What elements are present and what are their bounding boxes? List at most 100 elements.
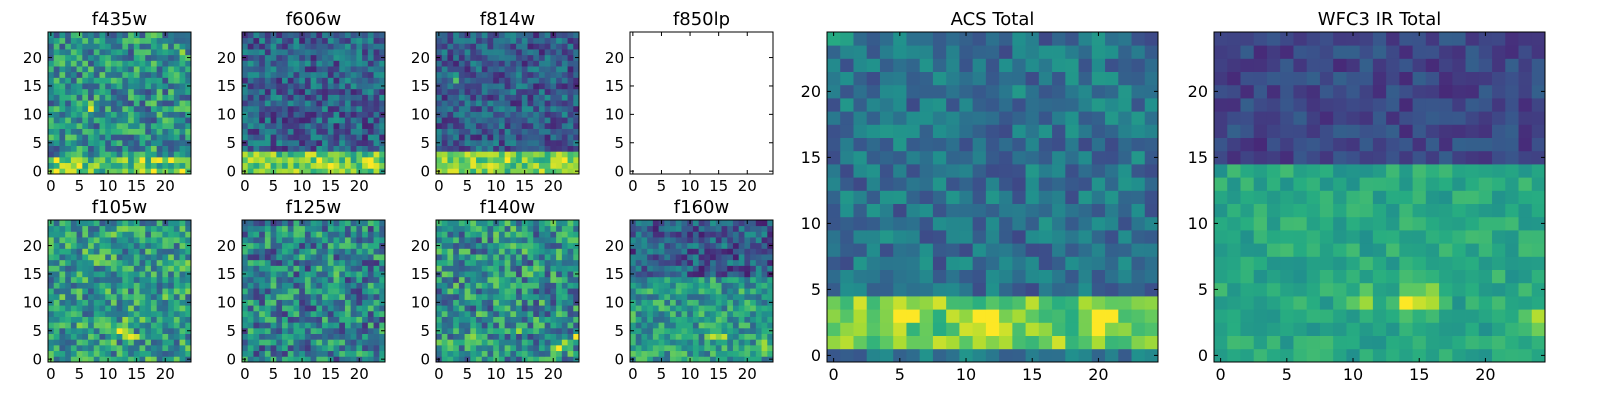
heatmap-cell (82, 231, 89, 238)
heatmap-cell (470, 276, 477, 283)
heatmap-cell (333, 43, 340, 50)
heatmap-cell (53, 248, 60, 255)
heatmap-cell (906, 216, 921, 231)
heatmap-cell (322, 71, 329, 78)
heatmap-cell (70, 310, 77, 317)
heatmap-cell (48, 322, 55, 329)
heatmap-cell (527, 100, 534, 107)
heatmap-cell (533, 71, 540, 78)
heatmap-cell (493, 83, 500, 90)
heatmap-cell (840, 203, 854, 218)
heatmap-cell (65, 293, 72, 300)
heatmap-cell (259, 288, 266, 295)
heatmap-cell (510, 339, 517, 346)
heatmap-cell (453, 248, 460, 255)
heatmap-cell (647, 271, 654, 278)
heatmap-cell (116, 117, 123, 124)
heatmap-cell (681, 333, 688, 340)
heatmap-cell (53, 43, 60, 50)
heatmap-cell (527, 151, 534, 158)
heatmap-cell (128, 242, 135, 249)
heatmap-cell (476, 322, 483, 329)
heatmap-cell (573, 316, 580, 323)
heatmap-cell (270, 225, 277, 232)
heatmap-cell (755, 305, 762, 312)
heatmap-cell (698, 356, 705, 363)
heatmap-cell (527, 66, 534, 73)
heatmap-cell (150, 276, 158, 283)
heatmap-cell (1091, 203, 1106, 218)
heatmap-cell (550, 327, 557, 334)
heatmap-cell (264, 259, 271, 266)
heatmap-cell (287, 231, 294, 238)
heatmap-cell (105, 43, 112, 50)
heatmap-cell (704, 259, 711, 266)
heatmap-cell (481, 71, 488, 78)
heatmap-cell (1012, 216, 1026, 231)
heatmap-cell (82, 128, 89, 135)
heatmap-cell (105, 111, 112, 118)
heatmap-cell (287, 344, 294, 352)
heatmap-cell (133, 322, 140, 329)
heatmap-cell (367, 327, 374, 334)
heatmap-cell (630, 344, 637, 352)
y-tick-label: 5 (614, 134, 624, 152)
heatmap-cell (544, 237, 551, 244)
heatmap-cell (573, 156, 580, 164)
heatmap-cell (516, 71, 523, 78)
x-tick-label: 15 (515, 177, 534, 195)
heatmap-cell (470, 322, 477, 329)
heatmap-cell (264, 310, 271, 317)
heatmap-cell (481, 66, 488, 73)
heatmap-cell (521, 77, 528, 84)
heatmap-cell (521, 271, 528, 278)
heatmap-cell (647, 333, 654, 340)
heatmap-cell (185, 231, 192, 238)
heatmap-cell (93, 168, 100, 175)
heatmap-cell (270, 145, 277, 152)
heatmap-cell (293, 134, 300, 141)
heatmap-cell (65, 60, 72, 67)
heatmap-cell (652, 225, 659, 232)
heatmap-cell (76, 100, 83, 107)
heatmap-cell (1052, 335, 1066, 350)
heatmap-cell (715, 344, 722, 352)
heatmap-cell (544, 77, 551, 84)
heatmap-cell (1025, 256, 1040, 270)
heatmap-cell (133, 271, 140, 278)
heatmap-cell (362, 282, 369, 289)
heatmap-cell (447, 32, 454, 39)
heatmap-cell (567, 293, 574, 300)
heatmap-cell (498, 293, 506, 300)
heatmap-cell (93, 105, 100, 112)
heatmap-cell (339, 327, 346, 334)
heatmap-cell (293, 299, 300, 306)
heatmap-cell (128, 231, 135, 238)
heatmap-cell (287, 316, 294, 323)
heatmap-cell (906, 348, 921, 363)
heatmap-cell (647, 322, 654, 329)
heatmap-cell (476, 71, 483, 78)
heatmap-cell (276, 168, 283, 175)
heatmap-cell (561, 162, 568, 169)
heatmap-cell (327, 316, 334, 323)
heatmap-cell (658, 259, 665, 266)
heatmap-cell (253, 220, 260, 227)
heatmap-cell (339, 305, 346, 312)
heatmap-cell (630, 316, 637, 323)
heatmap-cell (1105, 335, 1119, 350)
heatmap-cell (162, 305, 169, 312)
heatmap-cell (516, 145, 523, 152)
heatmap-cell (493, 134, 500, 141)
heatmap-cell (53, 66, 60, 73)
heatmap-cell (150, 305, 158, 312)
heatmap-cell (82, 94, 89, 101)
heatmap-cell (744, 237, 751, 244)
heatmap-cell (744, 305, 751, 312)
heatmap-cell (53, 94, 60, 101)
heatmap-cell (356, 60, 363, 67)
heatmap-cell (70, 168, 77, 175)
heatmap-cell (133, 339, 140, 346)
heatmap-cell (436, 333, 443, 340)
heatmap-cell (561, 156, 568, 164)
